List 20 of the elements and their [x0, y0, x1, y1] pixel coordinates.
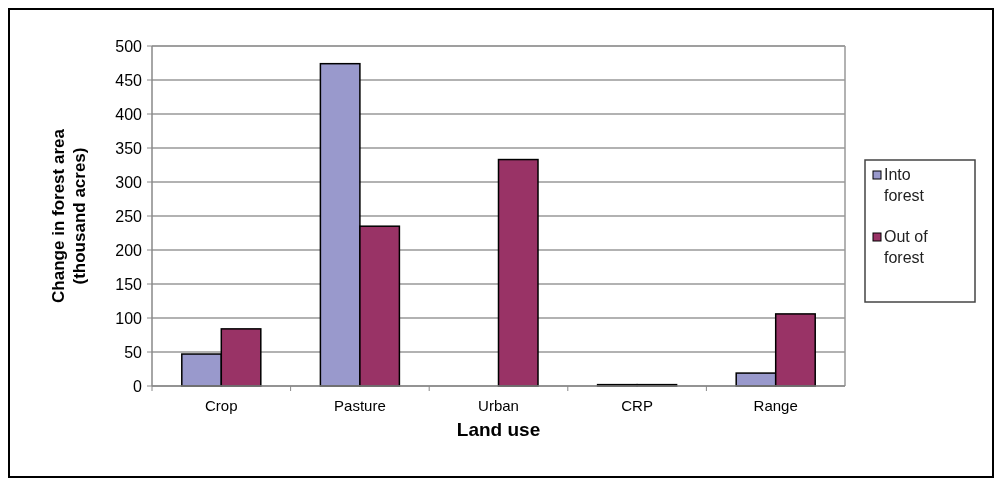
y-tick-label: 300 [115, 173, 143, 191]
y-tick-label: 250 [115, 207, 143, 225]
legend-label: Out of forest [884, 228, 929, 266]
y-tick-label: 400 [115, 105, 143, 123]
x-tick-label: Urban [478, 397, 519, 414]
x-tick-label: Crop [205, 397, 238, 414]
y-tick-label: 0 [133, 377, 143, 395]
x-tick-label: Range [753, 397, 798, 414]
x-tick-label: CRP [621, 397, 653, 414]
y-tick-label: 500 [115, 37, 143, 55]
y-tick-label: 200 [115, 241, 143, 259]
y-tick-label: 100 [115, 309, 143, 327]
y-axis-title: Change in forest area (thousand acres) [49, 128, 89, 303]
legend-label: Into forest [884, 166, 925, 204]
y-tick-label: 450 [115, 71, 143, 89]
x-tick-label: Pasture [334, 397, 386, 414]
y-tick-label: 150 [115, 275, 143, 293]
y-tick-label: 50 [124, 343, 143, 361]
x-axis-title: Land use [456, 419, 541, 440]
y-tick-label: 350 [115, 139, 143, 157]
